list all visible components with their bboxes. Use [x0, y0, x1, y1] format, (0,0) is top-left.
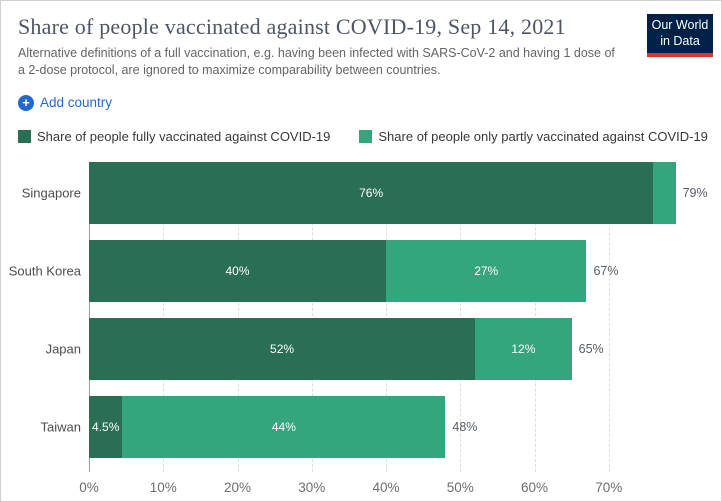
- legend-item: Share of people fully vaccinated against…: [18, 129, 330, 144]
- chart-header: Share of people vaccinated against COVID…: [1, 1, 721, 79]
- chart-subtitle: Alternative definitions of a full vaccin…: [18, 46, 615, 77]
- x-tick-label: 30%: [298, 480, 326, 496]
- x-tick-label: 20%: [223, 480, 252, 496]
- gridline: [237, 162, 239, 473]
- bar-segment-fully[interactable]: 52%: [89, 318, 476, 381]
- bar-total-label: 67%: [593, 264, 619, 279]
- x-tick-label: 70%: [595, 480, 623, 496]
- x-tick-label: 60%: [520, 480, 549, 496]
- x-tick-label: 0%: [79, 480, 99, 496]
- bar-total-label: 48%: [452, 420, 478, 435]
- plus-icon: +: [18, 94, 34, 111]
- legend-swatch: [359, 130, 373, 144]
- bar-row: South Korea 40% 27% 67%: [9, 240, 683, 303]
- country-label: Singapore: [21, 185, 81, 201]
- bar-segment-fully[interactable]: 40%: [89, 240, 386, 303]
- x-axis: 0% 10% 20% 30% 40% 50% 60% 70%: [79, 480, 683, 500]
- country-label: Taiwan: [40, 419, 81, 435]
- legend-label: Share of people fully vaccinated against…: [37, 129, 331, 145]
- stacked-bar[interactable]: 4.5% 44% 48%: [89, 396, 477, 459]
- bar-value-label: 52%: [270, 342, 295, 357]
- bar-row: Singapore 76% 79%: [22, 162, 708, 225]
- owid-logo-line1: Our World: [651, 18, 709, 32]
- bar-value-label: 12%: [511, 342, 536, 357]
- x-tick-label: 50%: [446, 480, 474, 496]
- legend: Share of people fully vaccinated against…: [18, 129, 721, 144]
- bar-segment-partly[interactable]: 27%: [385, 240, 587, 303]
- country-label: Japan: [45, 341, 81, 357]
- legend-item: Share of people only partly vaccinated a…: [359, 129, 708, 144]
- bar-segment-partly[interactable]: 44%: [122, 396, 446, 459]
- x-tick-label: 10%: [149, 480, 177, 496]
- gridline: [163, 162, 165, 473]
- bar-value-label: 44%: [271, 420, 296, 435]
- bar-total-label: 65%: [578, 342, 604, 357]
- stacked-bar[interactable]: 52% 12% 65%: [89, 318, 604, 381]
- gridline: [534, 162, 536, 473]
- country-label: South Korea: [8, 263, 81, 279]
- bar-segment-fully[interactable]: 4.5%: [89, 396, 123, 459]
- x-tick-label: 40%: [372, 480, 400, 496]
- bar-value-label: 76%: [359, 186, 384, 201]
- stacked-bar[interactable]: 76% 79%: [89, 162, 708, 225]
- add-country-button[interactable]: + Add country: [18, 94, 113, 111]
- plot-area: Singapore 76% 79% South Korea 40% 27% 67% Japan…: [9, 162, 708, 473]
- legend-swatch: [18, 130, 31, 144]
- gridline: [386, 162, 387, 473]
- bar-segment-fully[interactable]: 76%: [89, 162, 654, 225]
- gridline: [460, 162, 462, 473]
- chart-title: Share of people vaccinated against COVID…: [18, 14, 566, 39]
- owid-logo[interactable]: Our World in Data: [647, 14, 713, 58]
- bar-value-label: 4.5%: [92, 420, 120, 435]
- bar-row: Japan 52% 12% 65%: [46, 318, 683, 381]
- owid-logo-line2: in Data: [660, 33, 700, 48]
- y-axis-line: [89, 162, 90, 473]
- bar-segment-partly[interactable]: [653, 162, 676, 225]
- bar-value-label: 27%: [474, 264, 499, 279]
- bar-row: Taiwan 4.5% 44% 48%: [41, 396, 683, 459]
- legend-label: Share of people only partly vaccinated a…: [378, 129, 708, 145]
- bar-value-label: 40%: [225, 264, 250, 279]
- bar-segment-partly[interactable]: 12%: [475, 318, 572, 381]
- add-country-label: Add country: [40, 95, 113, 111]
- gridline: [311, 162, 313, 473]
- stacked-bar[interactable]: 40% 27% 67%: [89, 240, 619, 303]
- gridline: [608, 162, 610, 473]
- bar-total-label: 79%: [682, 186, 708, 201]
